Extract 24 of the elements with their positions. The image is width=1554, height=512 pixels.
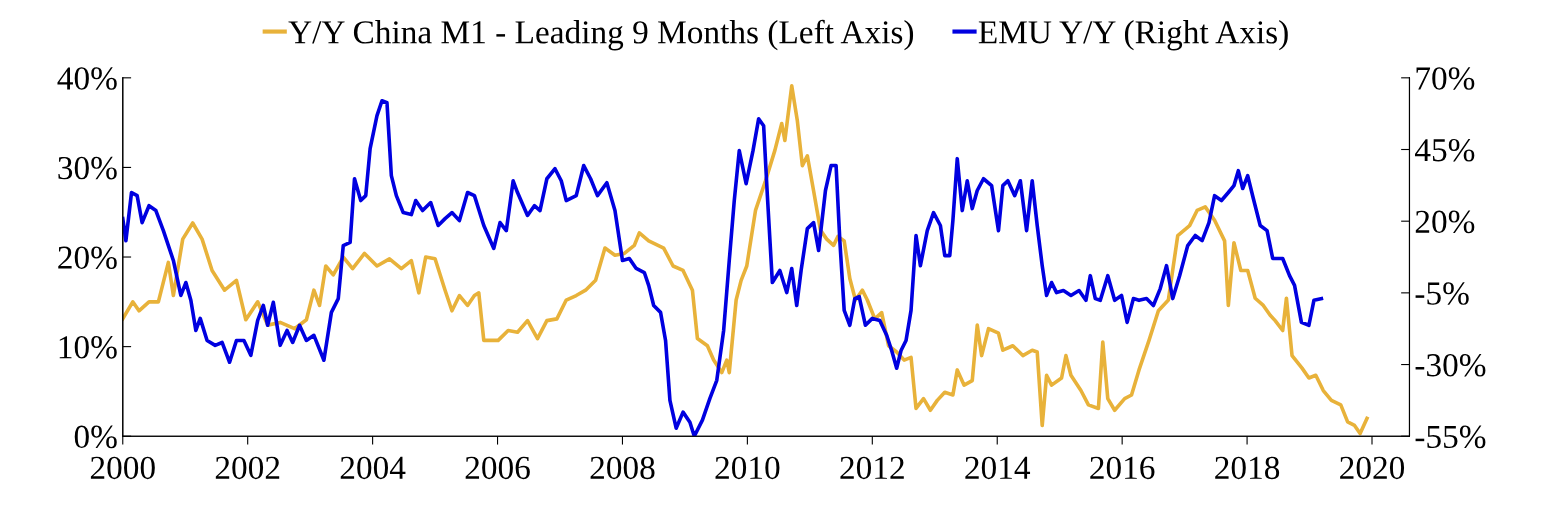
- y-tick-label: 40%: [57, 67, 117, 90]
- y-tick-label: 10%: [59, 336, 117, 359]
- x-tick-label: 2006: [465, 456, 530, 480]
- legend-label: EMU Y/Y (Right Axis): [978, 20, 1288, 51]
- y2-tick-label: -5%: [1415, 282, 1469, 305]
- x-tick-label: 2018: [1215, 456, 1280, 480]
- y2-tick-label: 20%: [1415, 210, 1475, 234]
- y2-tick-label: 45%: [1414, 138, 1475, 162]
- legend-label: Y/Y China M1 - Leading 9 Months (Left Axis): [288, 19, 914, 51]
- x-tick-label: 2012: [840, 456, 904, 480]
- x-tick-label: 2008: [590, 456, 655, 480]
- y-tick-label: 30%: [58, 156, 117, 180]
- y-tick-label: 0%: [74, 425, 117, 449]
- x-tick-label: 2004: [340, 456, 406, 480]
- y2-tick-label: 70%: [1416, 67, 1475, 90]
- x-tick-label: 2014: [965, 456, 1031, 480]
- y-tick-label: 20%: [58, 246, 117, 270]
- x-tick-label: 2010: [715, 456, 780, 480]
- x-tick-label: 2002: [215, 456, 280, 480]
- x-tick-label: 2000: [90, 456, 155, 480]
- x-tick-label: 2020: [1340, 456, 1405, 480]
- y2-tick-label: -30%: [1415, 353, 1486, 377]
- x-tick-label: 2016: [1090, 456, 1155, 480]
- y2-tick-label: -55%: [1415, 425, 1486, 449]
